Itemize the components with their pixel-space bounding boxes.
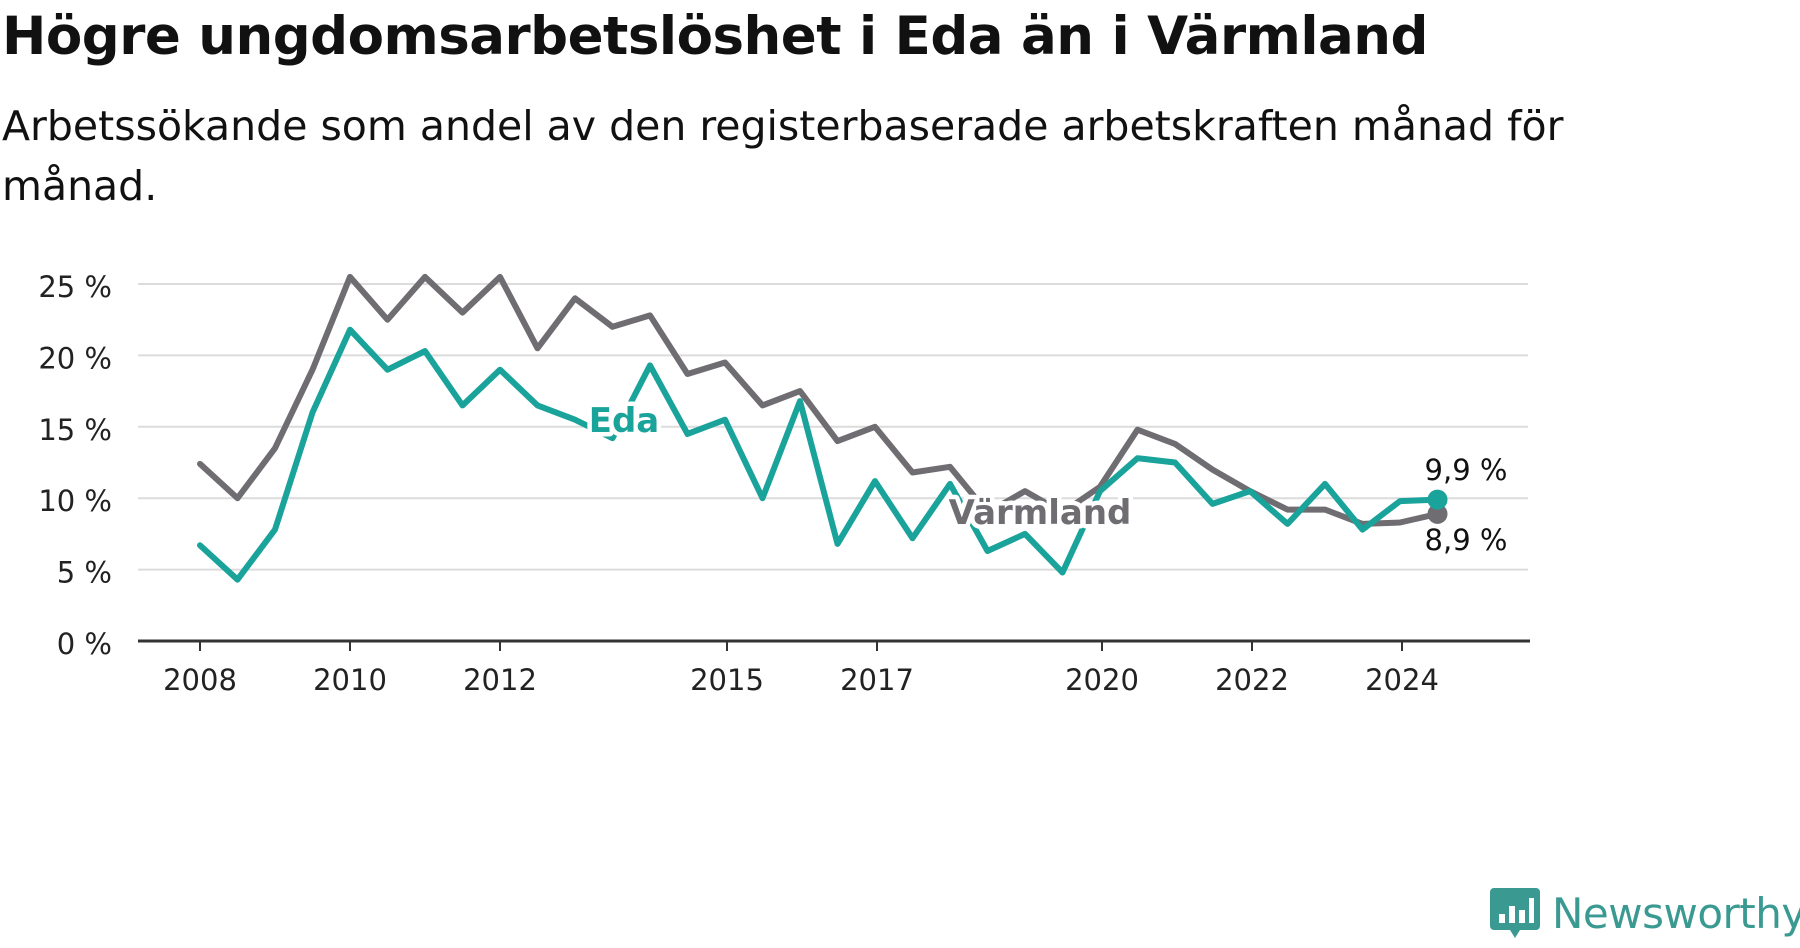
y-tick-label: 10 %	[38, 484, 112, 518]
end-point-marker	[1427, 503, 1448, 524]
newsworthy-logo[interactable]: Newsworthy	[1488, 886, 1800, 940]
chart-title: Högre ungdomsarbetslöshet i Eda än i Vär…	[2, 6, 1428, 67]
x-tick-label: 2024	[1365, 663, 1439, 697]
x-tick-label: 2020	[1065, 663, 1139, 697]
x-tick-label: 2010	[313, 663, 387, 697]
series-line-varmland	[197, 273, 1441, 527]
series-label: Eda	[589, 401, 660, 441]
x-tick-label: 2022	[1215, 663, 1289, 697]
x-axis-ticks: 2008 2010 2012 2015 2017 2020 2022 2024	[163, 641, 1439, 697]
x-tick-label: 2017	[840, 663, 914, 697]
series-line-eda	[197, 326, 1441, 583]
y-tick-label: 20 %	[38, 341, 112, 375]
y-tick-label: 0 %	[57, 627, 112, 661]
grid-lines	[138, 283, 1528, 571]
brand-name: Newsworthy	[1552, 888, 1800, 938]
series-lines	[197, 273, 1448, 583]
end-value-label: 9,9 %	[1425, 453, 1508, 487]
y-tick-label: 5 %	[57, 556, 112, 590]
x-tick-label: 2015	[690, 663, 764, 697]
end-value-label: 8,9 %	[1425, 523, 1508, 557]
series-label: Värmland	[949, 493, 1132, 533]
x-tick-label: 2012	[463, 663, 537, 697]
y-tick-label: 15 %	[38, 413, 112, 447]
y-tick-label: 25 %	[38, 270, 112, 304]
chart-subtitle: Arbetssökande som andel av den registerb…	[2, 102, 1564, 210]
series-labels: Värmland 8,9 % Eda 9,9 %	[584, 397, 1510, 561]
chat-bars-icon	[1490, 888, 1540, 938]
end-point-marker	[1427, 489, 1448, 510]
x-tick-label: 2008	[163, 663, 237, 697]
y-axis-ticks: 0 % 5 % 10 % 15 % 20 % 25 %	[38, 270, 112, 661]
